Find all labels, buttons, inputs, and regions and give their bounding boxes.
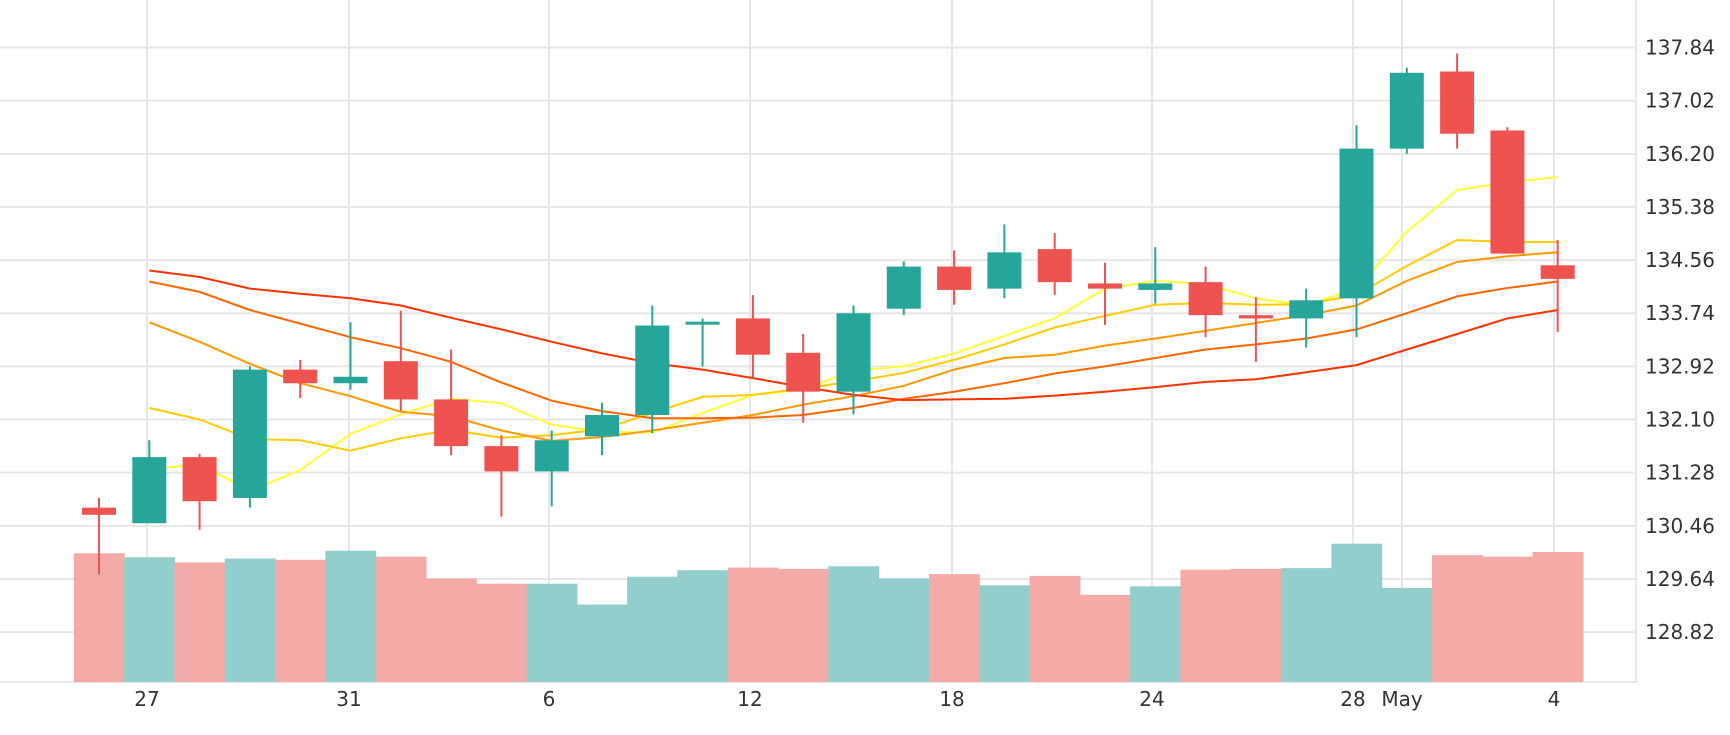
- volume-bar: [1281, 568, 1332, 682]
- axes: 137.84 137.02 136.20 135.38 134.56 133.74 132.…: [134, 36, 1715, 711]
- candle-body: [786, 352, 821, 392]
- candle-body: [283, 369, 318, 384]
- volume-bar: [727, 567, 779, 682]
- volume-bar: [224, 558, 276, 682]
- volume-bar: [325, 550, 377, 682]
- candle-body: [685, 321, 720, 325]
- candle-body: [132, 457, 167, 524]
- volume-bar: [979, 585, 1031, 682]
- y-tick-label: 128.82: [1645, 620, 1715, 644]
- volume-bar: [1079, 594, 1131, 682]
- volume-bar: [576, 604, 628, 682]
- y-tick-label: 135.38: [1645, 195, 1715, 219]
- candle-body: [534, 440, 569, 472]
- y-tick-label: 137.84: [1645, 36, 1715, 60]
- volume-bar: [1431, 555, 1483, 682]
- x-tick-label: 6: [543, 687, 556, 711]
- candle-body: [434, 399, 469, 447]
- x-tick-label: May: [1381, 687, 1423, 711]
- candle-body: [1238, 315, 1273, 319]
- volume-bar: [677, 570, 729, 682]
- y-tick-label: 137.02: [1645, 89, 1715, 113]
- candle-body: [1389, 72, 1424, 149]
- x-tick-label: 4: [1548, 687, 1561, 711]
- volume-bar: [778, 568, 829, 682]
- candle-body: [1440, 71, 1475, 134]
- volume-bar: [1381, 587, 1433, 682]
- volume-bar: [375, 556, 427, 682]
- volume-bar: [124, 557, 176, 682]
- volume-bar: [1180, 569, 1232, 682]
- candle-body: [886, 266, 921, 309]
- candle-body: [1188, 282, 1223, 316]
- candle-body: [1490, 130, 1525, 254]
- y-tick-label: 130.46: [1645, 514, 1715, 538]
- x-tick-label: 28: [1340, 687, 1365, 711]
- volume-bar: [174, 562, 226, 682]
- volume-bar: [1482, 556, 1534, 682]
- volume-bar: [476, 583, 528, 682]
- y-tick-label: 133.74: [1645, 301, 1715, 325]
- candle-body: [1138, 283, 1173, 290]
- y-tick-label: 134.56: [1645, 248, 1715, 272]
- candle-body: [987, 252, 1022, 289]
- volume-bar: [928, 574, 980, 682]
- candle-body: [232, 369, 267, 498]
- volume-bar: [1230, 568, 1282, 682]
- x-tick-label: 12: [737, 687, 762, 711]
- x-tick-label: 18: [939, 687, 964, 711]
- volume-bar: [1532, 552, 1584, 682]
- x-tick-label: 27: [134, 687, 159, 711]
- candle-body: [1540, 265, 1575, 279]
- volume-bar: [275, 559, 326, 682]
- y-tick-label: 136.20: [1645, 142, 1715, 166]
- y-tick-label: 131.28: [1645, 461, 1715, 485]
- volume-bar: [526, 583, 578, 682]
- volume-bar: [1029, 575, 1081, 682]
- candle-body: [735, 318, 770, 355]
- candle-body: [383, 361, 418, 400]
- candles: [82, 53, 1575, 575]
- y-tick-label: 129.64: [1645, 567, 1715, 591]
- candle-body: [484, 446, 519, 472]
- volume-bar: [828, 566, 880, 682]
- candle-body: [82, 507, 116, 515]
- candle-body: [1037, 249, 1072, 283]
- candle-body: [635, 325, 670, 415]
- candle-body: [182, 457, 217, 502]
- candle-body: [1289, 300, 1324, 319]
- candle-body: [836, 313, 871, 392]
- volume-bar: [425, 578, 477, 682]
- volume-bar: [1130, 586, 1182, 682]
- x-tick-label: 31: [336, 687, 361, 711]
- y-tick-label: 132.92: [1645, 354, 1715, 378]
- candle-body: [333, 376, 368, 384]
- candle-body: [585, 414, 619, 437]
- x-tick-label: 24: [1139, 687, 1164, 711]
- volume-bar: [878, 578, 930, 682]
- volume-bar: [73, 553, 125, 682]
- volume-bar: [627, 576, 679, 682]
- y-tick-label: 132.10: [1645, 408, 1715, 432]
- candle-body: [937, 266, 972, 290]
- volume-bar: [1331, 543, 1383, 682]
- candle-body: [1339, 148, 1374, 299]
- candle-body: [1088, 283, 1122, 289]
- volume-bars: [73, 543, 1584, 682]
